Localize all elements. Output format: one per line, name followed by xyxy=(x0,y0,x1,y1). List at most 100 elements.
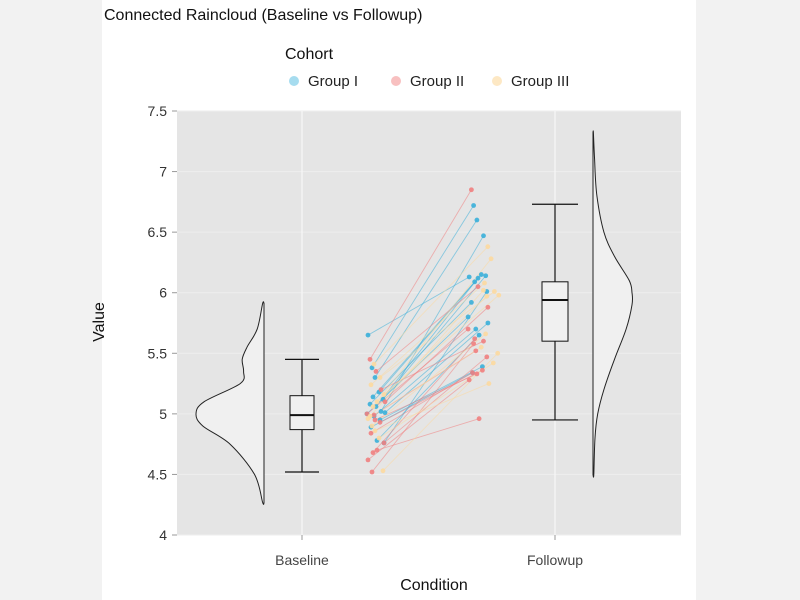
baseline-point xyxy=(368,430,374,436)
y-tick-label: 5.5 xyxy=(148,345,168,361)
x-axis-title: Condition xyxy=(400,577,468,594)
baseline-point xyxy=(372,375,378,380)
density-followup xyxy=(592,130,634,478)
followup-point xyxy=(465,326,471,332)
baseline-point xyxy=(374,399,380,405)
baseline-point xyxy=(372,428,378,434)
followup-point xyxy=(483,273,489,279)
baseline-point xyxy=(367,356,373,362)
baseline-point xyxy=(370,394,376,400)
y-tick-label: 5 xyxy=(159,406,167,422)
baseline-point xyxy=(378,409,384,414)
followup-point xyxy=(473,348,479,354)
legend-entry-group-2: Group II xyxy=(391,71,464,91)
baseline-point xyxy=(372,417,378,423)
baseline-point xyxy=(367,413,373,419)
baseline-point xyxy=(371,361,377,367)
followup-point xyxy=(475,284,481,290)
followup-point xyxy=(488,256,494,262)
followup-point xyxy=(476,416,482,422)
followup-point xyxy=(490,360,496,366)
followup-point xyxy=(471,203,476,208)
baseline-point xyxy=(369,423,375,429)
followup-point xyxy=(471,341,476,346)
legend-label-group-3: Group III xyxy=(511,72,570,90)
y-tick-label: 6.5 xyxy=(148,224,168,240)
y-tick-label: 7.5 xyxy=(148,103,168,119)
baseline-point xyxy=(378,387,384,393)
followup-point xyxy=(481,233,486,239)
baseline-point xyxy=(370,404,376,409)
baseline-point xyxy=(370,450,376,456)
legend-entry-group-1: Group I xyxy=(289,71,358,91)
followup-point xyxy=(474,371,480,377)
pair-line xyxy=(373,328,477,417)
followup-point xyxy=(495,350,501,356)
baseline-point xyxy=(369,365,375,371)
y-tick-label: 4.5 xyxy=(148,466,168,482)
pair-line xyxy=(384,306,489,403)
boxplot-followup-box xyxy=(541,281,569,342)
pair-line xyxy=(371,205,474,369)
pair-line xyxy=(371,333,486,427)
legend-title: Cohort xyxy=(285,46,334,63)
pair-line xyxy=(369,189,472,360)
followup-point xyxy=(496,292,502,298)
baseline-point xyxy=(380,468,386,474)
followup-point xyxy=(480,367,485,373)
followup-point xyxy=(470,370,475,376)
baseline-point xyxy=(381,392,387,397)
pair-line xyxy=(375,286,479,372)
baseline-point xyxy=(368,382,374,388)
baseline-point xyxy=(381,440,387,446)
followup-point xyxy=(478,344,484,350)
followup-point xyxy=(482,280,487,286)
followup-point xyxy=(473,326,479,332)
baseline-point xyxy=(377,375,383,380)
baseline-point xyxy=(373,369,379,374)
baseline-point xyxy=(374,447,380,453)
pair-line xyxy=(376,258,492,403)
legend-entry-group-3: Group III xyxy=(492,71,569,91)
pair-line xyxy=(374,383,490,432)
baseline-point xyxy=(376,435,382,441)
pair-line xyxy=(374,219,478,378)
pair-line xyxy=(379,291,495,378)
pair-line xyxy=(373,246,489,365)
pair-line xyxy=(367,276,470,336)
followup-point xyxy=(485,244,491,250)
pair-line xyxy=(371,343,474,473)
pair-line xyxy=(383,356,488,444)
pair-line xyxy=(376,418,480,451)
pair-line xyxy=(372,338,476,453)
followup-point xyxy=(476,332,482,338)
followup-point xyxy=(466,274,472,280)
followup-point xyxy=(472,279,478,285)
baseline-point xyxy=(369,469,375,475)
followup-point xyxy=(465,314,471,320)
legend-swatch-group-3 xyxy=(492,76,502,86)
pair-line xyxy=(370,282,485,386)
followup-point xyxy=(486,381,492,386)
followup-point xyxy=(481,287,486,293)
legend-label-group-1: Group I xyxy=(308,72,359,90)
followup-point xyxy=(474,217,480,223)
pair-line xyxy=(378,362,494,439)
baseline-point xyxy=(382,399,388,405)
y-tick-label: 4 xyxy=(159,527,167,543)
x-tick-label: Followup xyxy=(527,552,583,568)
followup-point xyxy=(469,300,474,305)
followup-point xyxy=(481,338,486,344)
legend-label-group-2: Group II xyxy=(410,72,465,90)
baseline-point xyxy=(371,412,377,418)
y-tick-label: 7 xyxy=(159,164,167,180)
legend-swatch-group-1 xyxy=(289,76,299,86)
y-tick-label: 6 xyxy=(159,285,167,301)
density-baseline xyxy=(195,301,265,505)
legend-swatch-group-2 xyxy=(391,76,401,86)
pair-line xyxy=(367,379,470,461)
followup-point xyxy=(480,364,485,370)
followup-point xyxy=(485,304,491,310)
baseline-point xyxy=(377,419,383,425)
